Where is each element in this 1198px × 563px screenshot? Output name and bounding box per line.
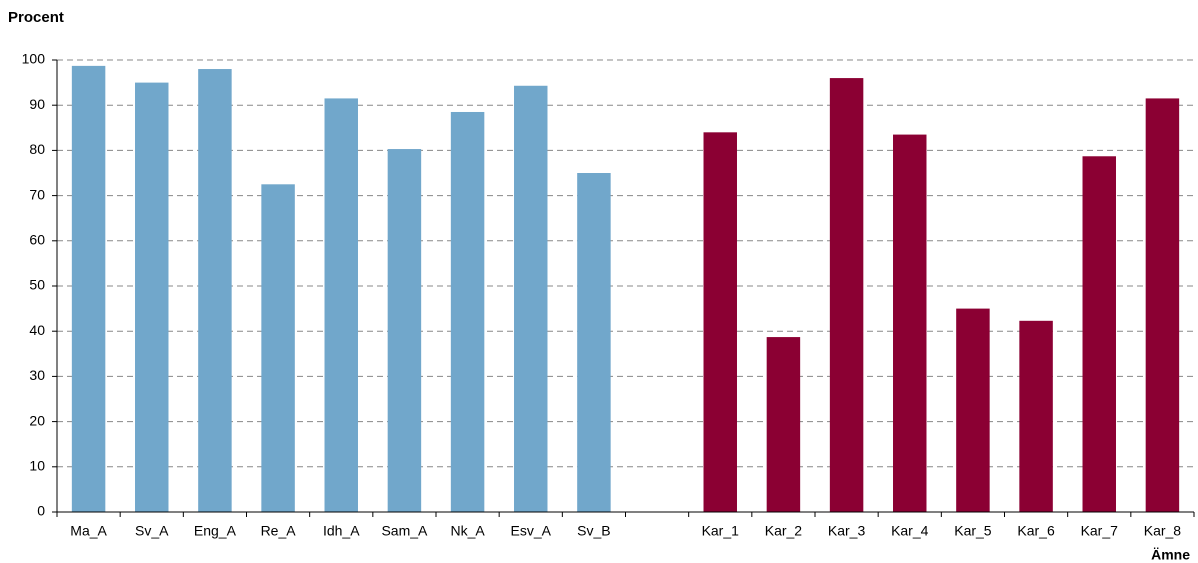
bar [514,85,548,512]
y-tick-label: 40 [29,322,45,338]
bar [766,337,801,512]
x-tick-label: Sam_A [381,523,428,539]
y-tick-label: 50 [29,277,45,293]
bar [450,111,485,512]
x-tick-label: Kar_1 [702,523,740,539]
x-tick-label: Nk_A [450,523,485,539]
bar [324,98,358,513]
x-tick-label: Kar_6 [1017,523,1055,539]
bar [387,149,422,512]
y-tick-label: 0 [37,503,45,519]
x-tick-label: Kar_8 [1144,523,1182,539]
y-tick-label: 10 [29,458,45,474]
x-tick-label: Sv_B [577,523,610,539]
y-tick-label: 90 [29,96,45,112]
bar [1145,98,1180,513]
x-axis-title: Ämne [1151,547,1190,563]
y-tick-label: 20 [29,412,45,428]
y-tick-label: 100 [22,51,46,67]
y-tick-label: 80 [29,141,45,157]
x-tick-label: Esv_A [511,523,552,539]
y-axis-title: Procent [8,9,64,26]
x-tick-label: Re_A [261,523,297,539]
bar [893,134,927,512]
bar [1019,320,1053,512]
x-tick-label: Kar_4 [891,523,929,539]
bar [71,65,106,512]
x-tick-label: Kar_2 [765,523,803,539]
x-tick-label: Idh_A [323,523,360,539]
x-tick-label: Sv_A [135,523,169,539]
bar [703,132,737,512]
x-tick-label: Eng_A [194,523,237,539]
x-tick-label: Kar_5 [954,523,992,539]
bar [261,184,295,513]
x-tick-label: Kar_3 [828,523,866,539]
bar [135,82,169,512]
x-tick-label: Kar_7 [1081,523,1119,539]
bar [956,308,990,512]
bar [198,69,232,512]
y-tick-label: 70 [29,186,45,202]
x-tick-label: Ma_A [70,523,107,539]
y-tick-label: 60 [29,232,45,248]
bar [1082,156,1116,512]
y-tick-label: 30 [29,367,45,383]
bar [577,173,611,512]
bar [829,78,864,512]
